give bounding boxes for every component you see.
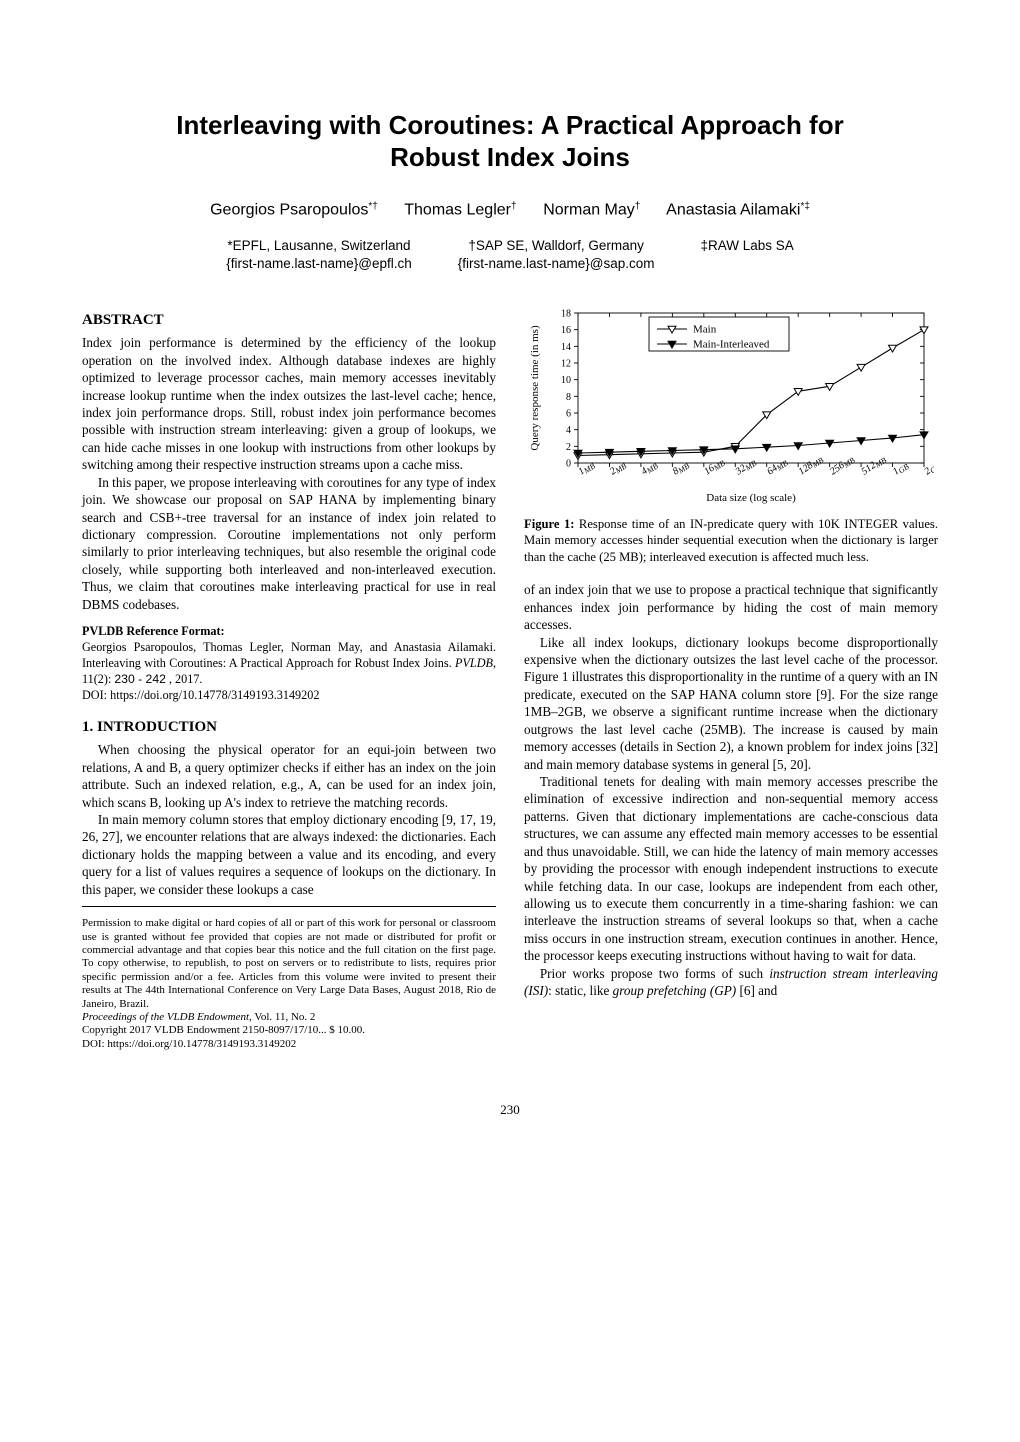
permission-block: Permission to make digital or hard copie… xyxy=(82,917,496,1051)
ref-venue: PVLDB xyxy=(455,656,493,670)
abstract-p2: In this paper, we propose interleaving w… xyxy=(82,474,496,613)
author-line: Georgios Psaropoulos*† Thomas Legler† No… xyxy=(82,199,938,220)
footnote-rule xyxy=(82,906,496,907)
svg-text:4: 4 xyxy=(566,425,571,436)
figure-1-label: Figure 1: xyxy=(524,517,574,531)
body-p1: of an index join that we use to propose … xyxy=(524,581,938,633)
author-1-affil: *† xyxy=(368,201,377,212)
two-column-body: ABSTRACT Index join performance is deter… xyxy=(82,305,938,1052)
svg-text:Data size (log scale): Data size (log scale) xyxy=(706,492,796,504)
affil-sap-line2: {first-name.last-name}@sap.com xyxy=(458,255,655,273)
author-3-affil: † xyxy=(635,201,641,212)
svg-text:8: 8 xyxy=(566,391,571,402)
svg-text:Main: Main xyxy=(693,323,717,335)
figure-1-caption-text: Response time of an IN-predicate query w… xyxy=(524,517,938,564)
svg-text:512MB: 512MB xyxy=(860,453,889,478)
affil-raw: ‡RAW Labs SA xyxy=(701,237,794,273)
svg-text:128MB: 128MB xyxy=(797,453,826,478)
body-p4-b: : static, like xyxy=(548,983,612,998)
svg-text:64MB: 64MB xyxy=(765,456,790,478)
body-p4: Prior works propose two forms of such in… xyxy=(524,965,938,1000)
abstract-heading: ABSTRACT xyxy=(82,311,496,331)
svg-text:2: 2 xyxy=(566,441,571,452)
svg-text:16MB: 16MB xyxy=(702,456,727,478)
affil-sap: †SAP SE, Walldorf, Germany {first-name.l… xyxy=(458,237,655,273)
pvldb-ref-heading: PVLDB Reference Format: xyxy=(82,623,496,639)
title-line-1: Interleaving with Coroutines: A Practica… xyxy=(176,110,843,140)
svg-text:0: 0 xyxy=(566,458,571,469)
permission-text: Permission to make digital or hard copie… xyxy=(82,917,496,1011)
body-p2: Like all index lookups, dictionary looku… xyxy=(524,634,938,773)
pvldb-ref-body: Georgios Psaropoulos, Thomas Legler, Nor… xyxy=(82,639,496,703)
introduction-heading: 1. INTRODUCTION xyxy=(82,718,496,738)
proceedings-name: Proceedings of the VLDB Endowment, xyxy=(82,1011,252,1023)
author-3: Norman May xyxy=(543,202,635,219)
svg-text:1GB: 1GB xyxy=(891,459,911,478)
permission-doi: DOI: https://doi.org/10.14778/3149193.31… xyxy=(82,1038,496,1051)
svg-text:14: 14 xyxy=(561,341,571,352)
affil-raw-line1: ‡RAW Labs SA xyxy=(701,237,794,255)
author-4: Anastasia Ailamaki xyxy=(666,202,800,219)
svg-text:Query response time (in ms): Query response time (in ms) xyxy=(529,325,541,451)
svg-text:12: 12 xyxy=(561,358,571,369)
svg-text:6: 6 xyxy=(566,408,571,419)
author-2-affil: † xyxy=(511,201,517,212)
ref-text-1: Georgios Psaropoulos, Thomas Legler, Nor… xyxy=(82,640,496,670)
svg-text:32MB: 32MB xyxy=(733,456,758,479)
body-p4-a: Prior works propose two forms of such xyxy=(540,966,769,981)
affiliations: *EPFL, Lausanne, Switzerland {first-name… xyxy=(82,237,938,273)
svg-text:4MB: 4MB xyxy=(639,458,660,477)
abstract-p1: Index join performance is determined by … xyxy=(82,334,496,473)
page-number: 230 xyxy=(82,1101,938,1118)
paper-title: Interleaving with Coroutines: A Practica… xyxy=(102,110,918,173)
affil-epfl: *EPFL, Lausanne, Switzerland {first-name… xyxy=(226,237,412,273)
body-p3: Traditional tenets for dealing with main… xyxy=(524,773,938,965)
author-4-affil: *‡ xyxy=(800,201,809,212)
svg-text:18: 18 xyxy=(561,308,571,319)
svg-text:Main-Interleaved: Main-Interleaved xyxy=(693,338,770,350)
affil-epfl-line2: {first-name.last-name}@epfl.ch xyxy=(226,255,412,273)
figure-1-caption: Figure 1: Response time of an IN-predica… xyxy=(524,516,938,566)
title-line-2: Robust Index Joins xyxy=(390,142,630,172)
proceedings-vol: Vol. 11, No. 2 xyxy=(252,1011,316,1023)
svg-text:16: 16 xyxy=(561,325,571,336)
affil-epfl-line1: *EPFL, Lausanne, Switzerland xyxy=(226,237,412,255)
author-1: Georgios Psaropoulos xyxy=(210,202,368,219)
body-p4-em2: group prefetching (GP) xyxy=(613,983,737,998)
author-2: Thomas Legler xyxy=(404,202,511,219)
affil-sap-line1: †SAP SE, Walldorf, Germany xyxy=(458,237,655,255)
svg-text:256MB: 256MB xyxy=(828,453,857,478)
figure-1: 0 2 4 6 8 10 12 14 16 18 1MB 2MB 4MB 8MB 16MB 32MB 64MB 1… xyxy=(524,305,938,510)
intro-p1: When choosing the physical operator for … xyxy=(82,741,496,811)
body-p4-c: [6] and xyxy=(736,983,777,998)
svg-text:2MB: 2MB xyxy=(608,458,629,477)
ref-doi: DOI: https://doi.org/10.14778/3149193.31… xyxy=(82,688,319,702)
ref-text-3: , 2017. xyxy=(166,672,203,686)
intro-p2: In main memory column stores that employ… xyxy=(82,811,496,898)
page: Interleaving with Coroutines: A Practica… xyxy=(0,0,1020,1158)
svg-text:8MB: 8MB xyxy=(671,458,692,477)
svg-text:1MB: 1MB xyxy=(576,458,597,477)
svg-text:10: 10 xyxy=(561,375,571,386)
copyright-line: Copyright 2017 VLDB Endowment 2150-8097/… xyxy=(82,1024,496,1037)
figure-1-chart: 0 2 4 6 8 10 12 14 16 18 1MB 2MB 4MB 8MB 16MB 32MB 64MB 1… xyxy=(524,305,934,510)
ref-pages: 230 - 242 xyxy=(114,672,166,686)
